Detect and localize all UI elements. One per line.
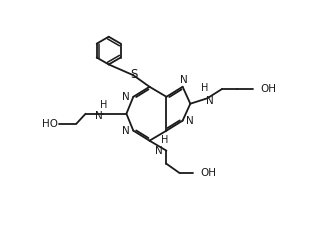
Text: OH: OH (200, 168, 216, 178)
Text: N: N (122, 126, 129, 136)
Text: N: N (186, 116, 194, 126)
Text: OH: OH (260, 84, 276, 94)
Text: H: H (201, 83, 209, 93)
Text: N: N (180, 75, 188, 85)
Text: H: H (161, 135, 169, 145)
Text: HO: HO (42, 119, 58, 129)
Text: N: N (155, 146, 163, 156)
Text: N: N (95, 111, 103, 121)
Text: N: N (122, 92, 129, 102)
Text: S: S (130, 68, 138, 81)
Text: H: H (99, 100, 107, 110)
Text: N: N (206, 96, 214, 106)
